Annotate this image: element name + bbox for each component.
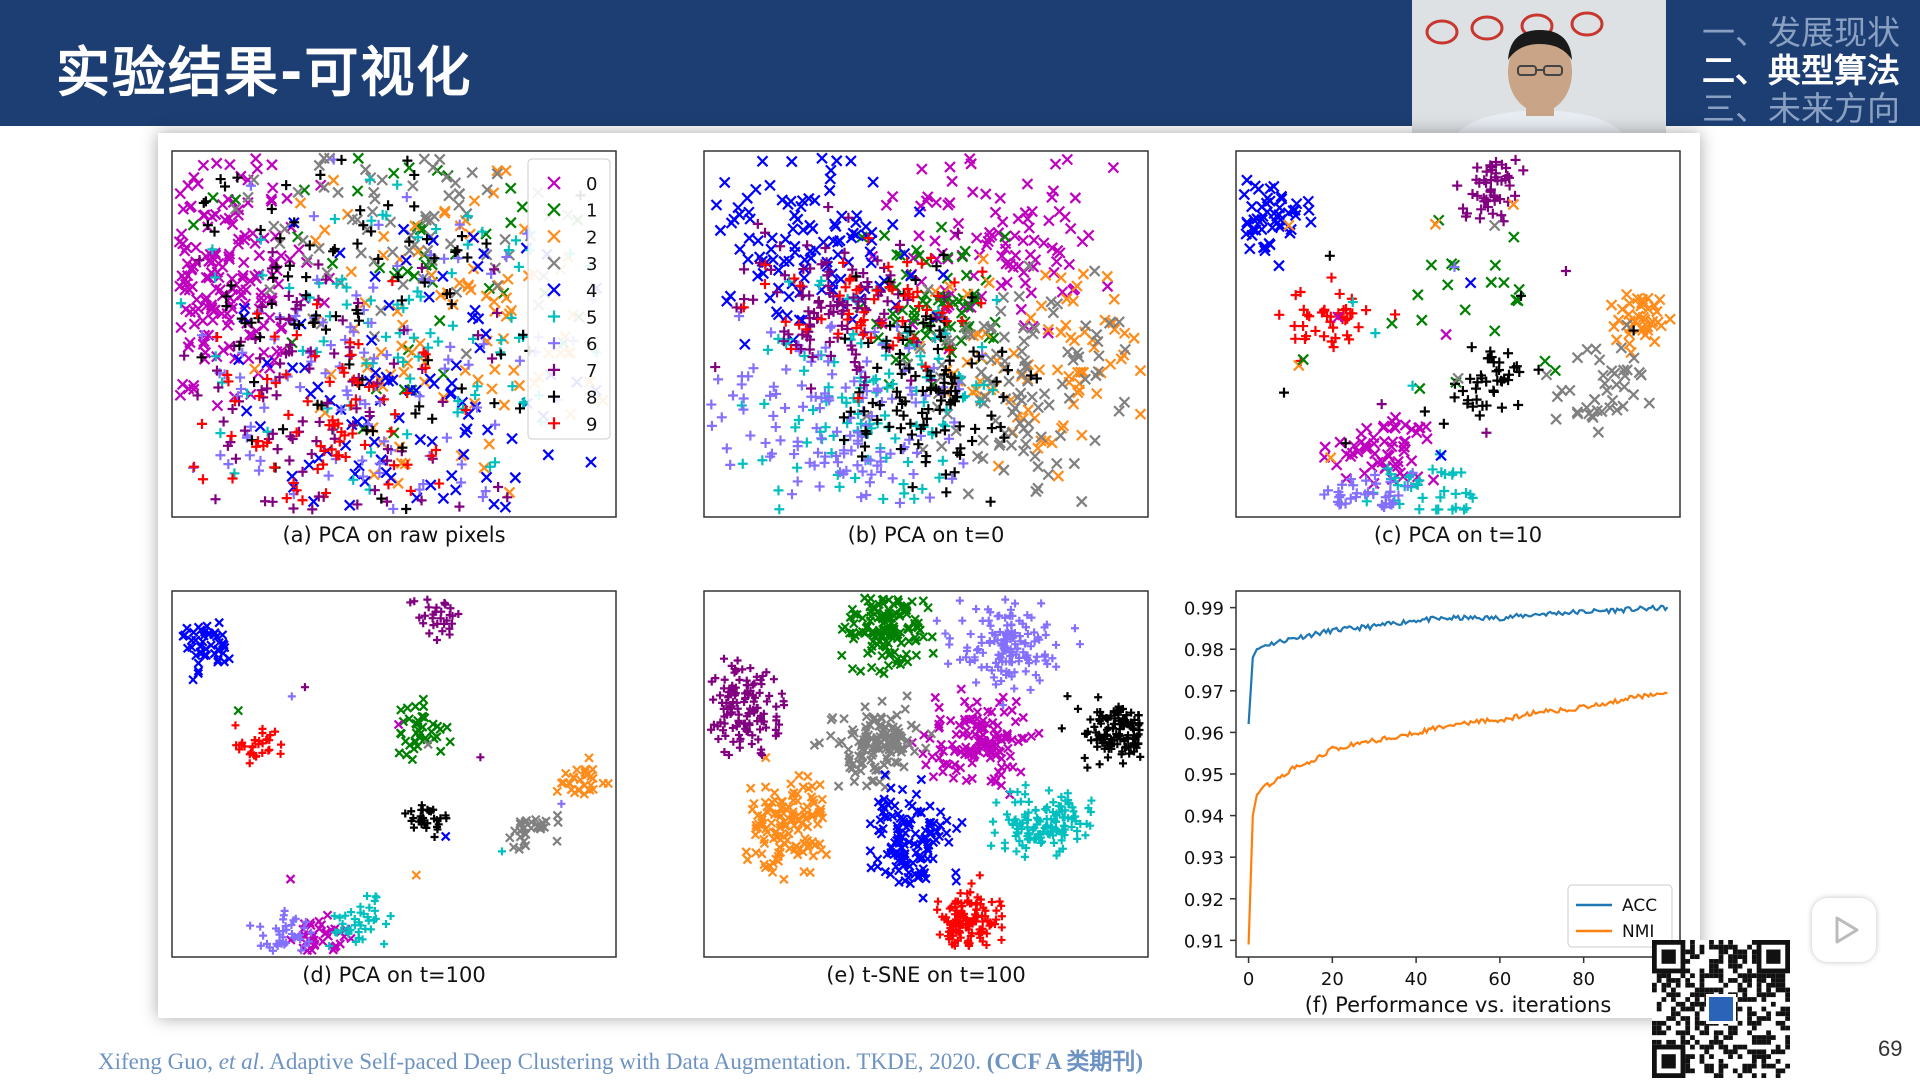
legend-label: 0 [586,174,597,195]
chart-legend: ACC NMI [1567,884,1673,948]
citation-authors: Xifeng Guo, [98,1049,219,1074]
outline-item-algorithms[interactable]: 二、典型算法 [1702,51,1900,90]
legend-label: 1 [586,201,597,222]
performance-chart: 0.91 0.92 0.93 0.94 0.95 0.96 0.97 0.98 0.99 0 20 4… [1184,590,1681,1017]
legend-entry-4: 4 [547,281,597,302]
x-tick-label: 40 [1405,969,1428,990]
y-tick-label: 0.93 [1184,848,1224,869]
outline-item-development[interactable]: 一、发展现状 [1702,13,1900,52]
series-line-ACC [1247,604,1669,725]
citation-title: . Adaptive Self-paced Deep Clustering wi… [258,1049,987,1074]
slide-number: 69 [1878,1036,1903,1061]
class-legend: 0 1 2 3 4 5 6 7 8 9 [527,158,611,440]
results-figure: (a) PCA on raw pixels (b) PCA on t=0 (c) P… [158,133,1700,1018]
legend-entry-9: 9 [548,414,597,435]
scatter-panel-5: (e) t-SNE on t=100 [703,590,1149,987]
legend-entry-1: 1 [547,201,597,222]
x-tick-label: 80 [1572,969,1595,990]
scatter-panel-3: (c) PCA on t=10 [1235,150,1681,547]
legend-entry-5: 5 [548,308,597,329]
legend-label: 8 [586,388,597,409]
page-title: 实验结果-可视化 [56,41,473,104]
outline-item-future[interactable]: 三、未来方向 [1702,89,1900,128]
chart-legend-label: ACC [1622,896,1657,916]
legend-entry-3: 3 [547,254,597,275]
y-tick-label: 0.95 [1184,765,1224,786]
series-line-NMI [1247,691,1668,945]
figure-canvas: (a) PCA on raw pixels (b) PCA on t=0 (c) P… [171,150,1681,1017]
y-tick-label: 0.97 [1184,682,1224,703]
legend-entry-6: 6 [548,334,597,355]
legend-label: 9 [586,414,597,435]
legend-entry-7: 7 [548,361,597,382]
panel-caption: (d) PCA on t=100 [302,963,486,987]
play-button[interactable] [1812,898,1876,962]
y-tick-label: 0.94 [1184,807,1224,828]
legend-label: 5 [586,308,597,329]
scatter-panel-4: (d) PCA on t=100 [171,590,617,987]
y-tick-label: 0.99 [1184,599,1224,620]
scatter-panel-2: (b) PCA on t=0 [703,150,1149,547]
panel-caption: (a) PCA on raw pixels [282,523,505,547]
citation: Xifeng Guo, et al. Adaptive Self-paced D… [98,1042,1143,1076]
y-tick-label: 0.96 [1184,723,1224,744]
x-tick-label: 20 [1321,969,1344,990]
legend-entry-0: 0 [547,174,597,195]
presenter-webcam-video [1412,0,1666,144]
legend-entry-8: 8 [548,388,597,409]
legend-label: 6 [586,334,597,355]
citation-etal: et al [218,1049,259,1074]
y-tick-label: 0.92 [1184,890,1224,911]
scatter-points [1238,154,1676,515]
scatter-points [706,152,1147,515]
legend-label: 3 [586,254,597,275]
citation-venue: (CCF A 类期刊) [986,1049,1144,1074]
legend-label: 7 [586,361,597,382]
chart-title: (f) Performance vs. iterations [1305,993,1612,1017]
scatter-points [178,595,613,956]
panel-caption: (c) PCA on t=10 [1374,523,1542,547]
legend-label: 2 [586,227,597,248]
legend-entry-2: 2 [547,227,597,248]
y-tick-label: 0.91 [1184,931,1224,952]
x-tick-label: 60 [1488,969,1511,990]
chart-legend-label: NMI [1622,922,1654,942]
y-tick-label: 0.98 [1184,640,1224,661]
legend-label: 4 [586,281,597,302]
panel-caption: (b) PCA on t=0 [848,523,1005,547]
scatter-points [707,593,1145,950]
panel-caption: (e) t-SNE on t=100 [826,963,1026,987]
x-tick-label: 0 [1243,969,1254,990]
qr-code [1652,940,1790,1078]
